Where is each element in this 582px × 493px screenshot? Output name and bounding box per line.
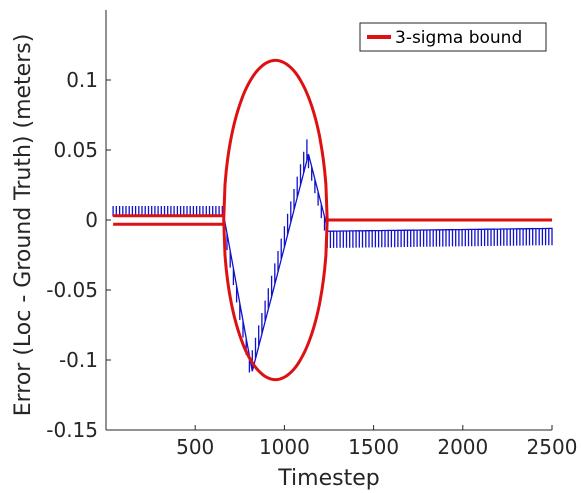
x-tick-label: 1000 xyxy=(259,435,310,459)
y-tick-label: -0.1 xyxy=(59,348,98,372)
y-tick-label: 0.05 xyxy=(53,138,98,162)
x-tick-label: 2000 xyxy=(437,435,488,459)
error-series-line xyxy=(112,139,553,373)
y-tick-label: -0.15 xyxy=(46,418,98,442)
y-axis-label: Error (Loc - Ground Truth) (meters) xyxy=(11,34,36,417)
y-tick-label: -0.05 xyxy=(46,278,98,302)
sigma-bound-upper-arc xyxy=(222,58,329,221)
x-tick-label: 2500 xyxy=(527,435,578,459)
y-tick-label: 0 xyxy=(85,208,98,232)
legend: 3-sigma bound xyxy=(359,22,547,52)
sigma-bound-lower-arc xyxy=(222,219,329,382)
x-axis-label: Timestep xyxy=(277,466,379,491)
x-tick-label: 500 xyxy=(176,435,214,459)
x-tick-label: 1500 xyxy=(348,435,399,459)
tick-layer: 500 1000 1500 2000 2500 0.1 0.05 0 -0.05 -0.1 -0.1… xyxy=(46,68,577,459)
y-tick-label: 0.1 xyxy=(66,68,98,92)
legend-entry: 3-sigma bound xyxy=(395,28,522,48)
legend-box xyxy=(359,22,547,52)
series-layer xyxy=(112,58,553,382)
